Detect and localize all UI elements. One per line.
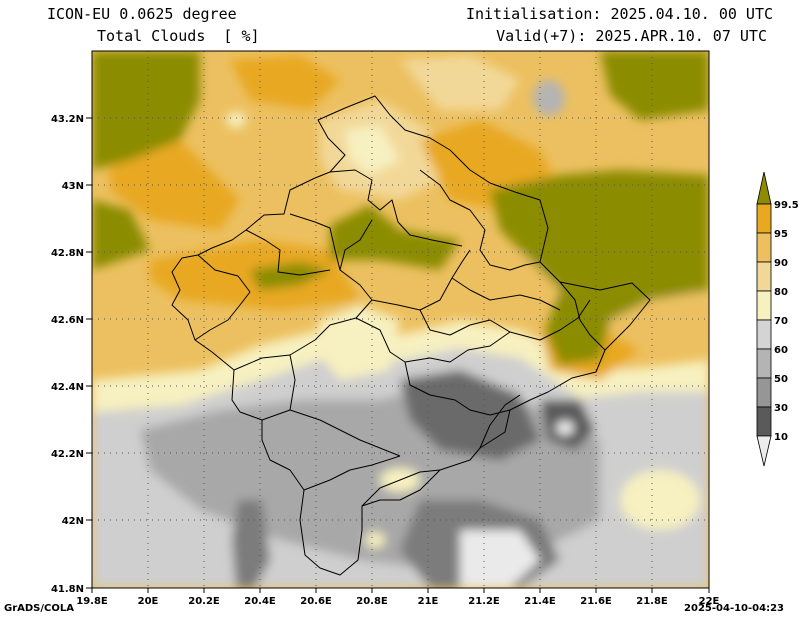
lat-label: 42.6N xyxy=(51,315,84,326)
lon-label: 20.4E xyxy=(244,596,276,607)
lat-label: 42.2N xyxy=(51,449,84,460)
lon-label: 21.6E xyxy=(580,596,612,607)
lon-label: 21.4E xyxy=(524,596,556,607)
colorbar-swatch xyxy=(756,406,772,437)
lon-label: 20E xyxy=(138,596,159,607)
colorbar-cap-top xyxy=(756,171,772,205)
lat-label: 42.8N xyxy=(51,248,84,259)
lat-label: 42N xyxy=(62,516,84,527)
colorbar xyxy=(756,171,772,467)
colorbar-swatch xyxy=(756,290,772,321)
boundaries xyxy=(171,95,651,576)
lon-label: 20.8E xyxy=(356,596,388,607)
colorbar-label: 80 xyxy=(774,287,788,298)
lon-label: 21E xyxy=(418,596,439,607)
colorbar-swatch xyxy=(756,348,772,379)
colorbar-label: 99.5 xyxy=(774,200,799,211)
software-credit: GrADS/COLA xyxy=(4,603,74,614)
lon-label: 22E xyxy=(699,596,720,607)
colorbar-label: 50 xyxy=(774,374,788,385)
colorbar-swatch xyxy=(756,203,772,234)
colorbar-swatch xyxy=(756,261,772,292)
colorbar-cap-bottom xyxy=(756,435,772,467)
colorbar-label: 70 xyxy=(774,316,788,327)
graticule xyxy=(92,51,709,588)
initialisation-time: Initialisation: 2025.04.10. 00 UTC xyxy=(465,5,773,23)
lon-label: 20.6E xyxy=(300,596,332,607)
colorbar-swatch xyxy=(756,232,772,263)
colorbar-label: 95 xyxy=(774,229,788,240)
lon-label: 19.8E xyxy=(76,596,108,607)
valid-time: Valid(+7): 2025.APR.10. 07 UTC xyxy=(496,27,767,45)
colorbar-label: 30 xyxy=(774,403,788,414)
colorbar-swatch xyxy=(756,377,772,408)
variable-title: Total Clouds [ %] xyxy=(97,27,260,45)
model-title: ICON-EU 0.0625 degree xyxy=(47,5,237,23)
lat-label: 43.2N xyxy=(51,114,84,125)
render-timestamp: 2025-04-10-04:23 xyxy=(684,603,784,614)
lon-label: 21.8E xyxy=(636,596,668,607)
lat-label: 42.4N xyxy=(51,382,84,393)
lon-label: 21.2E xyxy=(468,596,500,607)
lon-axis xyxy=(91,588,710,593)
lat-axis xyxy=(86,117,92,589)
colorbar-label: 10 xyxy=(774,432,788,443)
lat-label: 43N xyxy=(62,181,84,192)
lon-label: 20.2E xyxy=(188,596,220,607)
colorbar-label: 60 xyxy=(774,345,788,356)
colorbar-swatch xyxy=(756,319,772,350)
cloud-field xyxy=(92,51,709,588)
colorbar-label: 90 xyxy=(774,258,788,269)
lat-label: 41.8N xyxy=(51,584,84,595)
